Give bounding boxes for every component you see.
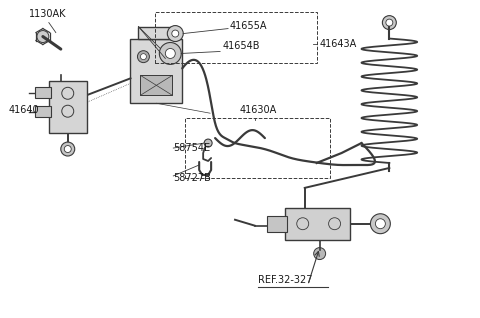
Text: REF.32-327: REF.32-327 bbox=[258, 275, 312, 286]
Text: 1130AK: 1130AK bbox=[29, 9, 66, 19]
Circle shape bbox=[165, 48, 175, 59]
Circle shape bbox=[137, 51, 149, 63]
Text: 41630A: 41630A bbox=[240, 105, 277, 115]
Circle shape bbox=[64, 146, 71, 153]
Circle shape bbox=[383, 16, 396, 30]
Bar bbox=[35, 87, 51, 98]
Circle shape bbox=[168, 25, 183, 42]
Bar bbox=[49, 81, 87, 133]
Bar bbox=[285, 208, 349, 240]
Bar bbox=[35, 106, 51, 117]
Bar bbox=[131, 38, 182, 103]
Circle shape bbox=[172, 30, 179, 37]
Circle shape bbox=[204, 139, 212, 147]
Circle shape bbox=[371, 214, 390, 234]
Bar bbox=[156, 12, 317, 63]
Text: 41643A: 41643A bbox=[320, 38, 357, 49]
Circle shape bbox=[159, 43, 181, 65]
Bar bbox=[267, 216, 287, 232]
Bar bbox=[185, 118, 330, 178]
Circle shape bbox=[162, 51, 174, 63]
Circle shape bbox=[313, 248, 325, 259]
Text: 58754E: 58754E bbox=[173, 143, 210, 153]
Circle shape bbox=[375, 219, 385, 229]
Text: 58727B: 58727B bbox=[173, 173, 211, 183]
Circle shape bbox=[141, 54, 146, 60]
Circle shape bbox=[165, 54, 171, 60]
Text: 41640: 41640 bbox=[9, 105, 40, 115]
Circle shape bbox=[386, 19, 393, 26]
Circle shape bbox=[37, 31, 49, 43]
Bar bbox=[138, 27, 174, 38]
Text: 41654B: 41654B bbox=[222, 41, 260, 52]
Circle shape bbox=[61, 142, 75, 156]
Text: 41655A: 41655A bbox=[230, 21, 267, 31]
Bar bbox=[141, 75, 172, 95]
